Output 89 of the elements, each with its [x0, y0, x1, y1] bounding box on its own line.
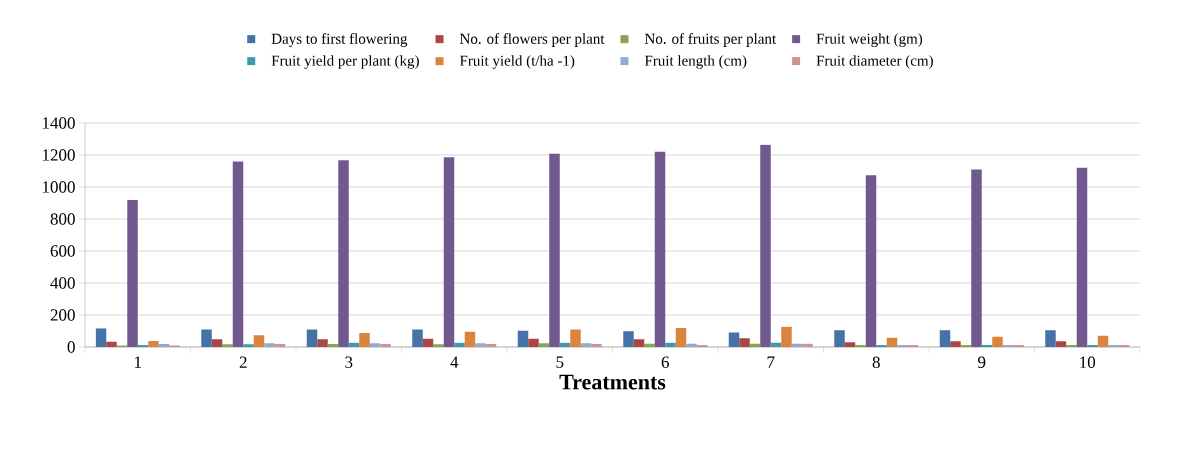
bar — [950, 341, 961, 347]
legend-label: Fruit length (cm) — [644, 55, 747, 69]
bar — [802, 343, 813, 347]
bar — [992, 336, 1003, 347]
legend-label: No. of flowers per plant — [459, 33, 605, 47]
y-tick-label: 400 — [50, 277, 75, 289]
y-tick-label: 800 — [50, 213, 75, 225]
bar — [485, 343, 497, 347]
x-tick-label: 3 — [345, 356, 353, 368]
bar — [306, 329, 318, 347]
x-tick-label: 4 — [450, 356, 459, 368]
bar — [728, 332, 740, 347]
legend-label: Fruit yield (t/ha -1) — [459, 55, 575, 69]
bar — [454, 342, 465, 347]
y-tick-label: 1000 — [42, 181, 75, 193]
bar — [369, 343, 381, 347]
bar — [781, 326, 792, 347]
bar — [274, 343, 286, 347]
bar — [412, 329, 423, 347]
bar — [538, 343, 550, 347]
bar — [380, 343, 391, 347]
bar — [106, 341, 117, 347]
bar — [317, 339, 328, 347]
x-tick-label: 9 — [978, 356, 986, 368]
bar — [127, 199, 138, 347]
y-tick-label: 0 — [67, 341, 75, 353]
bar — [675, 327, 687, 347]
legend-label: No. of fruits per plant — [644, 33, 777, 47]
bar — [865, 175, 877, 347]
bar — [211, 339, 223, 347]
bar — [654, 151, 666, 347]
x-tick-label: 8 — [872, 356, 880, 368]
legend-label: Fruit yield per plant (kg) — [271, 55, 419, 69]
bar — [475, 343, 486, 347]
bar — [633, 339, 645, 347]
bar — [158, 343, 170, 347]
bar — [844, 342, 856, 347]
bar — [422, 338, 434, 347]
bar — [939, 330, 951, 347]
bar — [253, 335, 265, 347]
bar — [443, 157, 455, 347]
bar — [834, 330, 845, 347]
bar — [1076, 167, 1088, 347]
x-tick-label: 10 — [1080, 356, 1096, 368]
y-tick-label: 1400 — [42, 117, 75, 129]
bar — [232, 161, 244, 347]
bar — [570, 329, 581, 347]
bar — [1045, 330, 1056, 347]
x-tick-label: 1 — [135, 356, 141, 368]
legend-label: Fruit diameter (cm) — [816, 55, 933, 69]
bar — [348, 342, 360, 347]
bar — [971, 169, 982, 347]
bar — [222, 344, 233, 347]
bar — [201, 329, 212, 347]
bar — [1097, 335, 1109, 347]
y-tick-label: 1200 — [42, 149, 75, 161]
bar — [739, 338, 750, 347]
bar — [1055, 341, 1067, 347]
bar — [665, 342, 676, 347]
bar — [591, 343, 602, 347]
y-tick-label: 600 — [50, 245, 75, 257]
bar — [686, 343, 697, 347]
bar — [517, 330, 529, 347]
y-tick-label: 200 — [50, 309, 75, 321]
bar — [95, 328, 107, 347]
bar — [148, 340, 159, 347]
x-tick-label: 5 — [556, 356, 564, 368]
x-tick-label: 7 — [767, 356, 775, 368]
bar — [886, 337, 898, 347]
bar — [760, 144, 771, 347]
bar — [528, 338, 539, 347]
legend-label: Fruit weight (gm) — [816, 33, 923, 47]
x-tick-label: 2 — [239, 356, 247, 368]
bar — [327, 343, 339, 347]
bar — [359, 332, 370, 347]
x-axis-title: Treatments — [559, 374, 666, 390]
bar — [580, 343, 592, 347]
x-tick-label: 6 — [661, 356, 669, 368]
bar — [559, 342, 571, 347]
bar — [623, 331, 634, 347]
bar — [549, 153, 560, 347]
bar — [433, 344, 444, 347]
bar — [264, 343, 275, 347]
bar — [770, 342, 782, 347]
bar — [644, 343, 655, 347]
bar — [243, 344, 254, 347]
bar — [338, 160, 349, 347]
legend-label: Days to first flowering — [271, 33, 408, 47]
bar — [464, 331, 476, 347]
